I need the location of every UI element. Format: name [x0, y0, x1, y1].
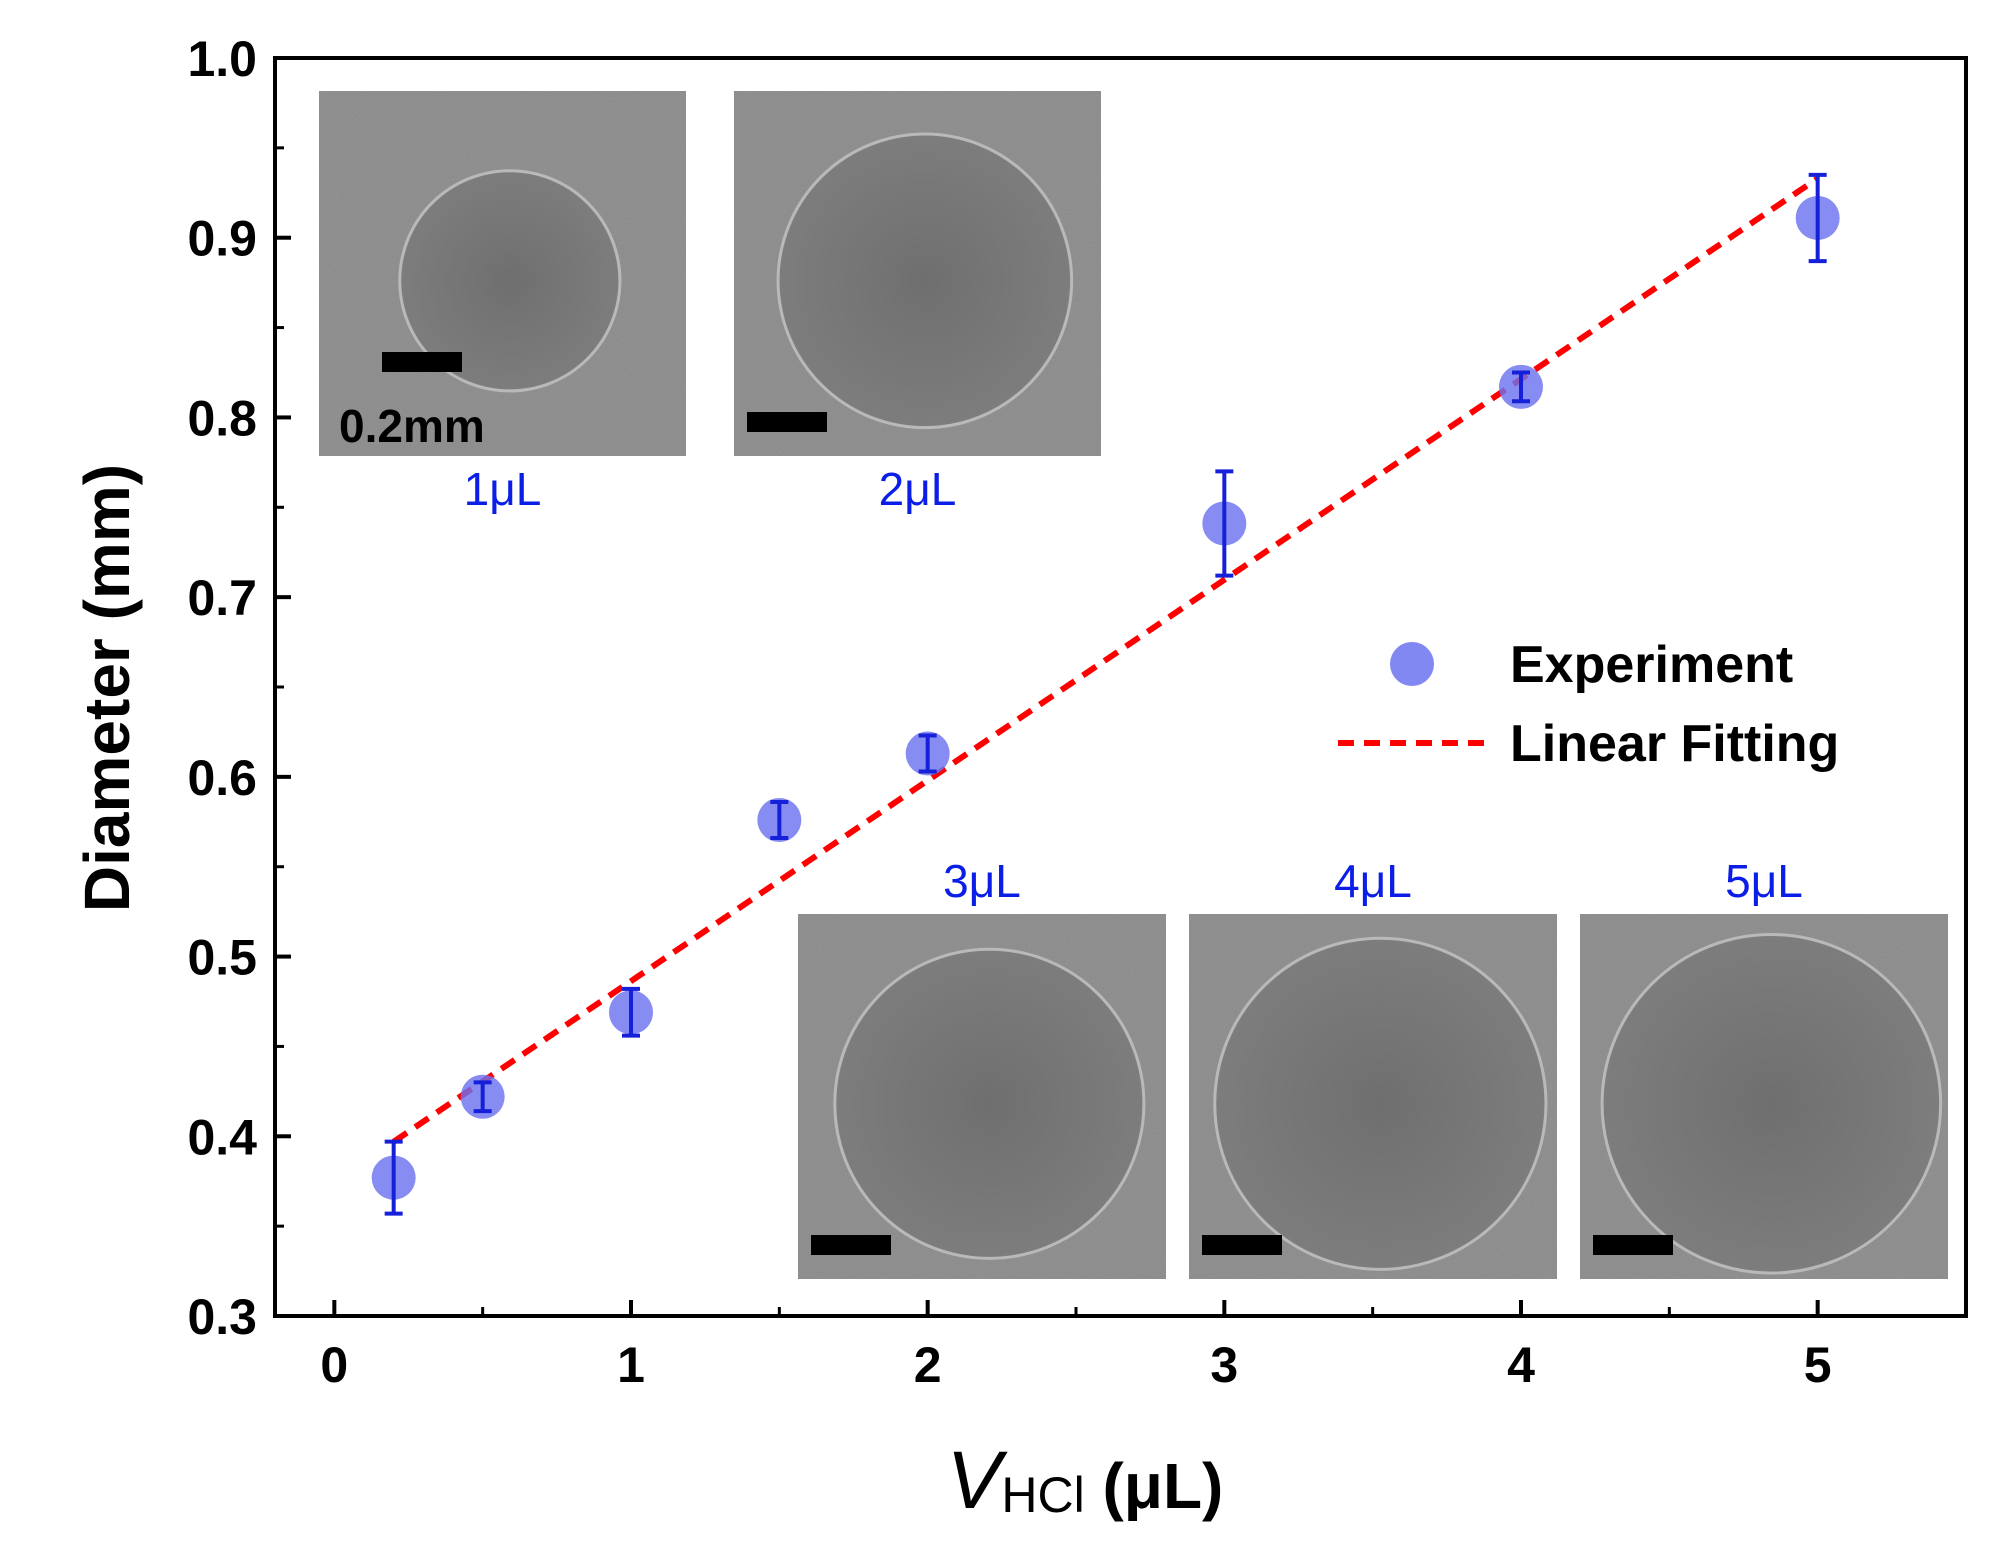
error-bar	[1215, 469, 1234, 578]
inset-label: 3μL	[943, 855, 1021, 907]
data-point-1	[371, 1139, 416, 1216]
scale-bar	[382, 352, 462, 372]
x-axis-title: VHCl (μL)	[947, 1435, 1224, 1526]
x-tick-label: 1	[617, 1337, 645, 1393]
droplet-ring	[1213, 936, 1548, 1271]
inset-image-5: 5μL	[1580, 855, 1948, 1279]
data-point-2	[460, 1074, 505, 1119]
error-bar	[622, 986, 640, 1038]
droplet-ring	[398, 169, 622, 393]
y-tick-label: 0.8	[187, 390, 257, 446]
error-bar	[473, 1080, 492, 1114]
fit-line-layer	[391, 175, 1820, 1145]
scale-bar	[1202, 1235, 1282, 1255]
droplet-ring	[833, 947, 1146, 1260]
y-tick-label: 1.0	[187, 31, 257, 87]
x-axis-title-subscript: HCl	[1001, 1467, 1084, 1523]
x-tick-label: 5	[1804, 1337, 1832, 1393]
data-point-4	[757, 797, 802, 842]
y-tick-label: 0.7	[187, 570, 257, 626]
data-point-3	[609, 986, 653, 1038]
legend-label-experiment: Experiment	[1510, 636, 1793, 694]
data-point-5	[905, 731, 950, 776]
inset-image-1: 0.2mm 1μL	[319, 91, 686, 515]
x-tick-label: 2	[914, 1337, 942, 1393]
linear-fit-line	[391, 175, 1820, 1145]
x-tick-label: 4	[1507, 1337, 1535, 1393]
data-point-6	[1202, 469, 1247, 578]
legend-marker-experiment	[1390, 642, 1434, 686]
scale-bar	[747, 412, 827, 432]
error-bar	[1512, 370, 1530, 404]
y-axis-title: Diameter (mm)	[71, 464, 143, 912]
data-point-7	[1499, 364, 1543, 409]
droplet-ring	[1600, 933, 1943, 1275]
legend: Experiment Linear Fitting	[1338, 636, 1839, 773]
scale-bar	[811, 1235, 891, 1255]
scale-bar	[1593, 1235, 1673, 1255]
inset-label: 4μL	[1334, 855, 1412, 907]
inset-images: 0.2mm 1μL 2μL 3μL 4μL 5μL	[319, 91, 1948, 1279]
y-tick-label: 0.9	[187, 211, 257, 267]
inset-label: 5μL	[1725, 855, 1803, 907]
error-bar	[770, 800, 789, 840]
scale-bar-label: 0.2mm	[339, 400, 485, 452]
legend-label-linear-fitting: Linear Fitting	[1510, 715, 1839, 773]
error-bar	[918, 733, 937, 774]
x-tick-label: 0	[320, 1337, 348, 1393]
y-tick-label: 0.5	[187, 930, 257, 986]
x-tick-label: 3	[1210, 1337, 1238, 1393]
x-axis-title-var: V	[947, 1435, 1009, 1526]
y-tick-label: 0.6	[187, 750, 257, 806]
droplet-ring	[776, 132, 1074, 430]
y-tick-label: 0.3	[187, 1289, 257, 1345]
y-tick-label: 0.4	[187, 1109, 257, 1165]
inset-label: 2μL	[879, 463, 957, 515]
error-bar	[384, 1139, 403, 1216]
x-axis-title-unit: (μL)	[1085, 1450, 1224, 1522]
data-point-8	[1795, 172, 1840, 264]
error-bar	[1808, 172, 1827, 264]
inset-image-4: 4μL	[1189, 855, 1557, 1279]
data-points-layer	[371, 172, 1840, 1216]
axes-layer: 0 1 2 3 4 5 0.3 0.4 0.5 0.6 0.7 0.8 0.9 1.0	[187, 31, 1968, 1393]
inset-label: 1μL	[464, 463, 542, 515]
inset-image-2: 2μL	[734, 91, 1101, 515]
inset-image-3: 3μL	[798, 855, 1166, 1279]
